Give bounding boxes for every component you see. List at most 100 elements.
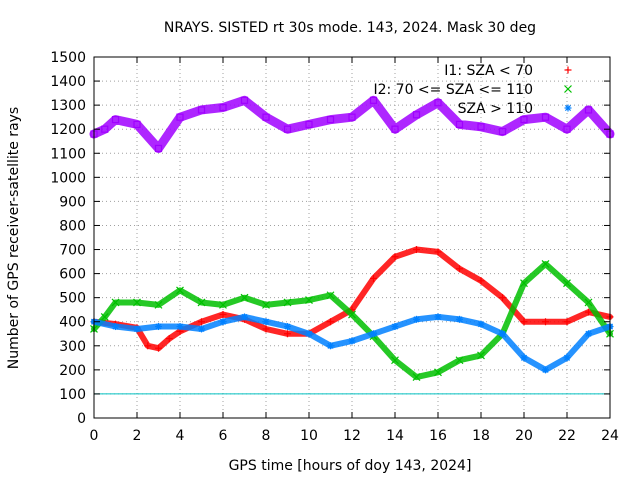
data-point: [305, 120, 313, 128]
x-tick-label: 12: [343, 428, 361, 444]
y-tick-label: 1100: [50, 146, 86, 162]
data-point: [133, 120, 141, 128]
data-point: [133, 298, 141, 307]
x-tick-label: 6: [219, 428, 228, 444]
legend-marker: [564, 85, 572, 93]
x-tick-label: 16: [429, 428, 447, 444]
data-point: [563, 318, 571, 326]
y-tick-label: 0: [77, 411, 86, 427]
x-tick-label: 14: [386, 428, 404, 444]
data-point: [455, 120, 464, 128]
data-point: [434, 368, 442, 377]
data-point: [283, 125, 292, 133]
data-point: [563, 354, 571, 362]
series-band: [91, 261, 613, 381]
y-tick-label: 1300: [50, 98, 86, 114]
x-tick-label: 24: [601, 428, 619, 444]
data-point: [477, 123, 485, 131]
data-point: [262, 113, 270, 121]
data-point: [369, 96, 378, 104]
data-point: [520, 318, 528, 326]
legend-label-i2: I2: 70 <= SZA <= 110: [373, 82, 533, 98]
legend: I1: SZA < 70 I2: 70 <= SZA <= 110 SZA > …: [373, 63, 572, 117]
legend-marker: [564, 66, 572, 74]
data-point: [262, 300, 270, 309]
data-point: [154, 144, 163, 153]
data-point: [477, 277, 485, 285]
data-point: [520, 279, 528, 288]
data-point: [219, 311, 227, 319]
data-point: [413, 246, 420, 254]
y-tick-label: 800: [59, 218, 86, 234]
data-point: [284, 323, 291, 331]
y-tick-label: 1000: [50, 170, 86, 186]
data-point: [219, 103, 227, 112]
data-point: [455, 356, 464, 365]
data-point: [370, 274, 377, 282]
legend-marker: [564, 104, 572, 112]
data-point: [391, 253, 399, 261]
data-point: [327, 318, 334, 326]
data-point: [262, 318, 270, 326]
data-point: [112, 323, 119, 331]
data-point: [585, 308, 592, 316]
data-point: [305, 296, 313, 304]
data-point: [144, 342, 152, 350]
data-point: [111, 298, 120, 307]
data-point: [176, 113, 184, 121]
x-tick-label: 18: [472, 428, 490, 444]
data-point: [111, 115, 120, 124]
data-point: [197, 106, 206, 114]
data-point: [541, 260, 550, 268]
y-tick-label: 200: [59, 363, 86, 379]
data-point: [219, 318, 227, 326]
data-point: [154, 300, 163, 309]
data-point: [155, 323, 162, 331]
data-point: [584, 106, 593, 114]
data-point: [101, 125, 109, 133]
y-tick-label: 1200: [50, 122, 86, 138]
data-point: [283, 298, 292, 307]
data-point: [284, 330, 291, 338]
x-tick-label: 20: [515, 428, 533, 444]
x-axis-title: GPS time [hours of doy 143, 2024]: [229, 458, 472, 474]
legend-markers: [564, 66, 572, 112]
y-tick-label: 900: [59, 194, 86, 210]
data-point: [498, 128, 507, 136]
data-point: [391, 356, 399, 365]
data-point: [520, 354, 528, 362]
data-point: [348, 310, 356, 319]
data-point: [413, 315, 420, 323]
data-point: [391, 125, 399, 133]
data-point: [520, 115, 528, 124]
data-point: [165, 335, 173, 343]
data-point: [499, 294, 506, 302]
y-tick-label: 400: [59, 315, 86, 331]
data-point: [412, 373, 421, 382]
data-point: [176, 286, 184, 295]
data-point: [241, 313, 248, 321]
data-point: [100, 312, 109, 321]
y-tick-label: 1500: [50, 50, 86, 66]
data-point: [585, 330, 592, 338]
data-point: [262, 325, 270, 333]
data-point: [133, 325, 141, 333]
data-point: [155, 344, 162, 352]
data-point: [348, 113, 356, 121]
data-point: [240, 293, 249, 302]
data-point: [542, 318, 549, 326]
data-point: [477, 320, 485, 328]
data-point: [542, 366, 549, 374]
y-tick-label: 100: [59, 387, 86, 403]
data-point: [326, 291, 335, 300]
data-point: [219, 300, 227, 309]
axis-ticks: 0 2 4 6 8 10 12 14 16 18 20 22 240100200300400500600…: [50, 50, 619, 444]
x-tick-label: 8: [262, 428, 271, 444]
data-point: [434, 99, 442, 107]
legend-label-i3: SZA > 110: [458, 101, 533, 117]
y-tick-label: 600: [59, 267, 86, 283]
y-tick-label: 1400: [50, 74, 86, 90]
legend-label-i1: I1: SZA < 70: [444, 63, 533, 79]
